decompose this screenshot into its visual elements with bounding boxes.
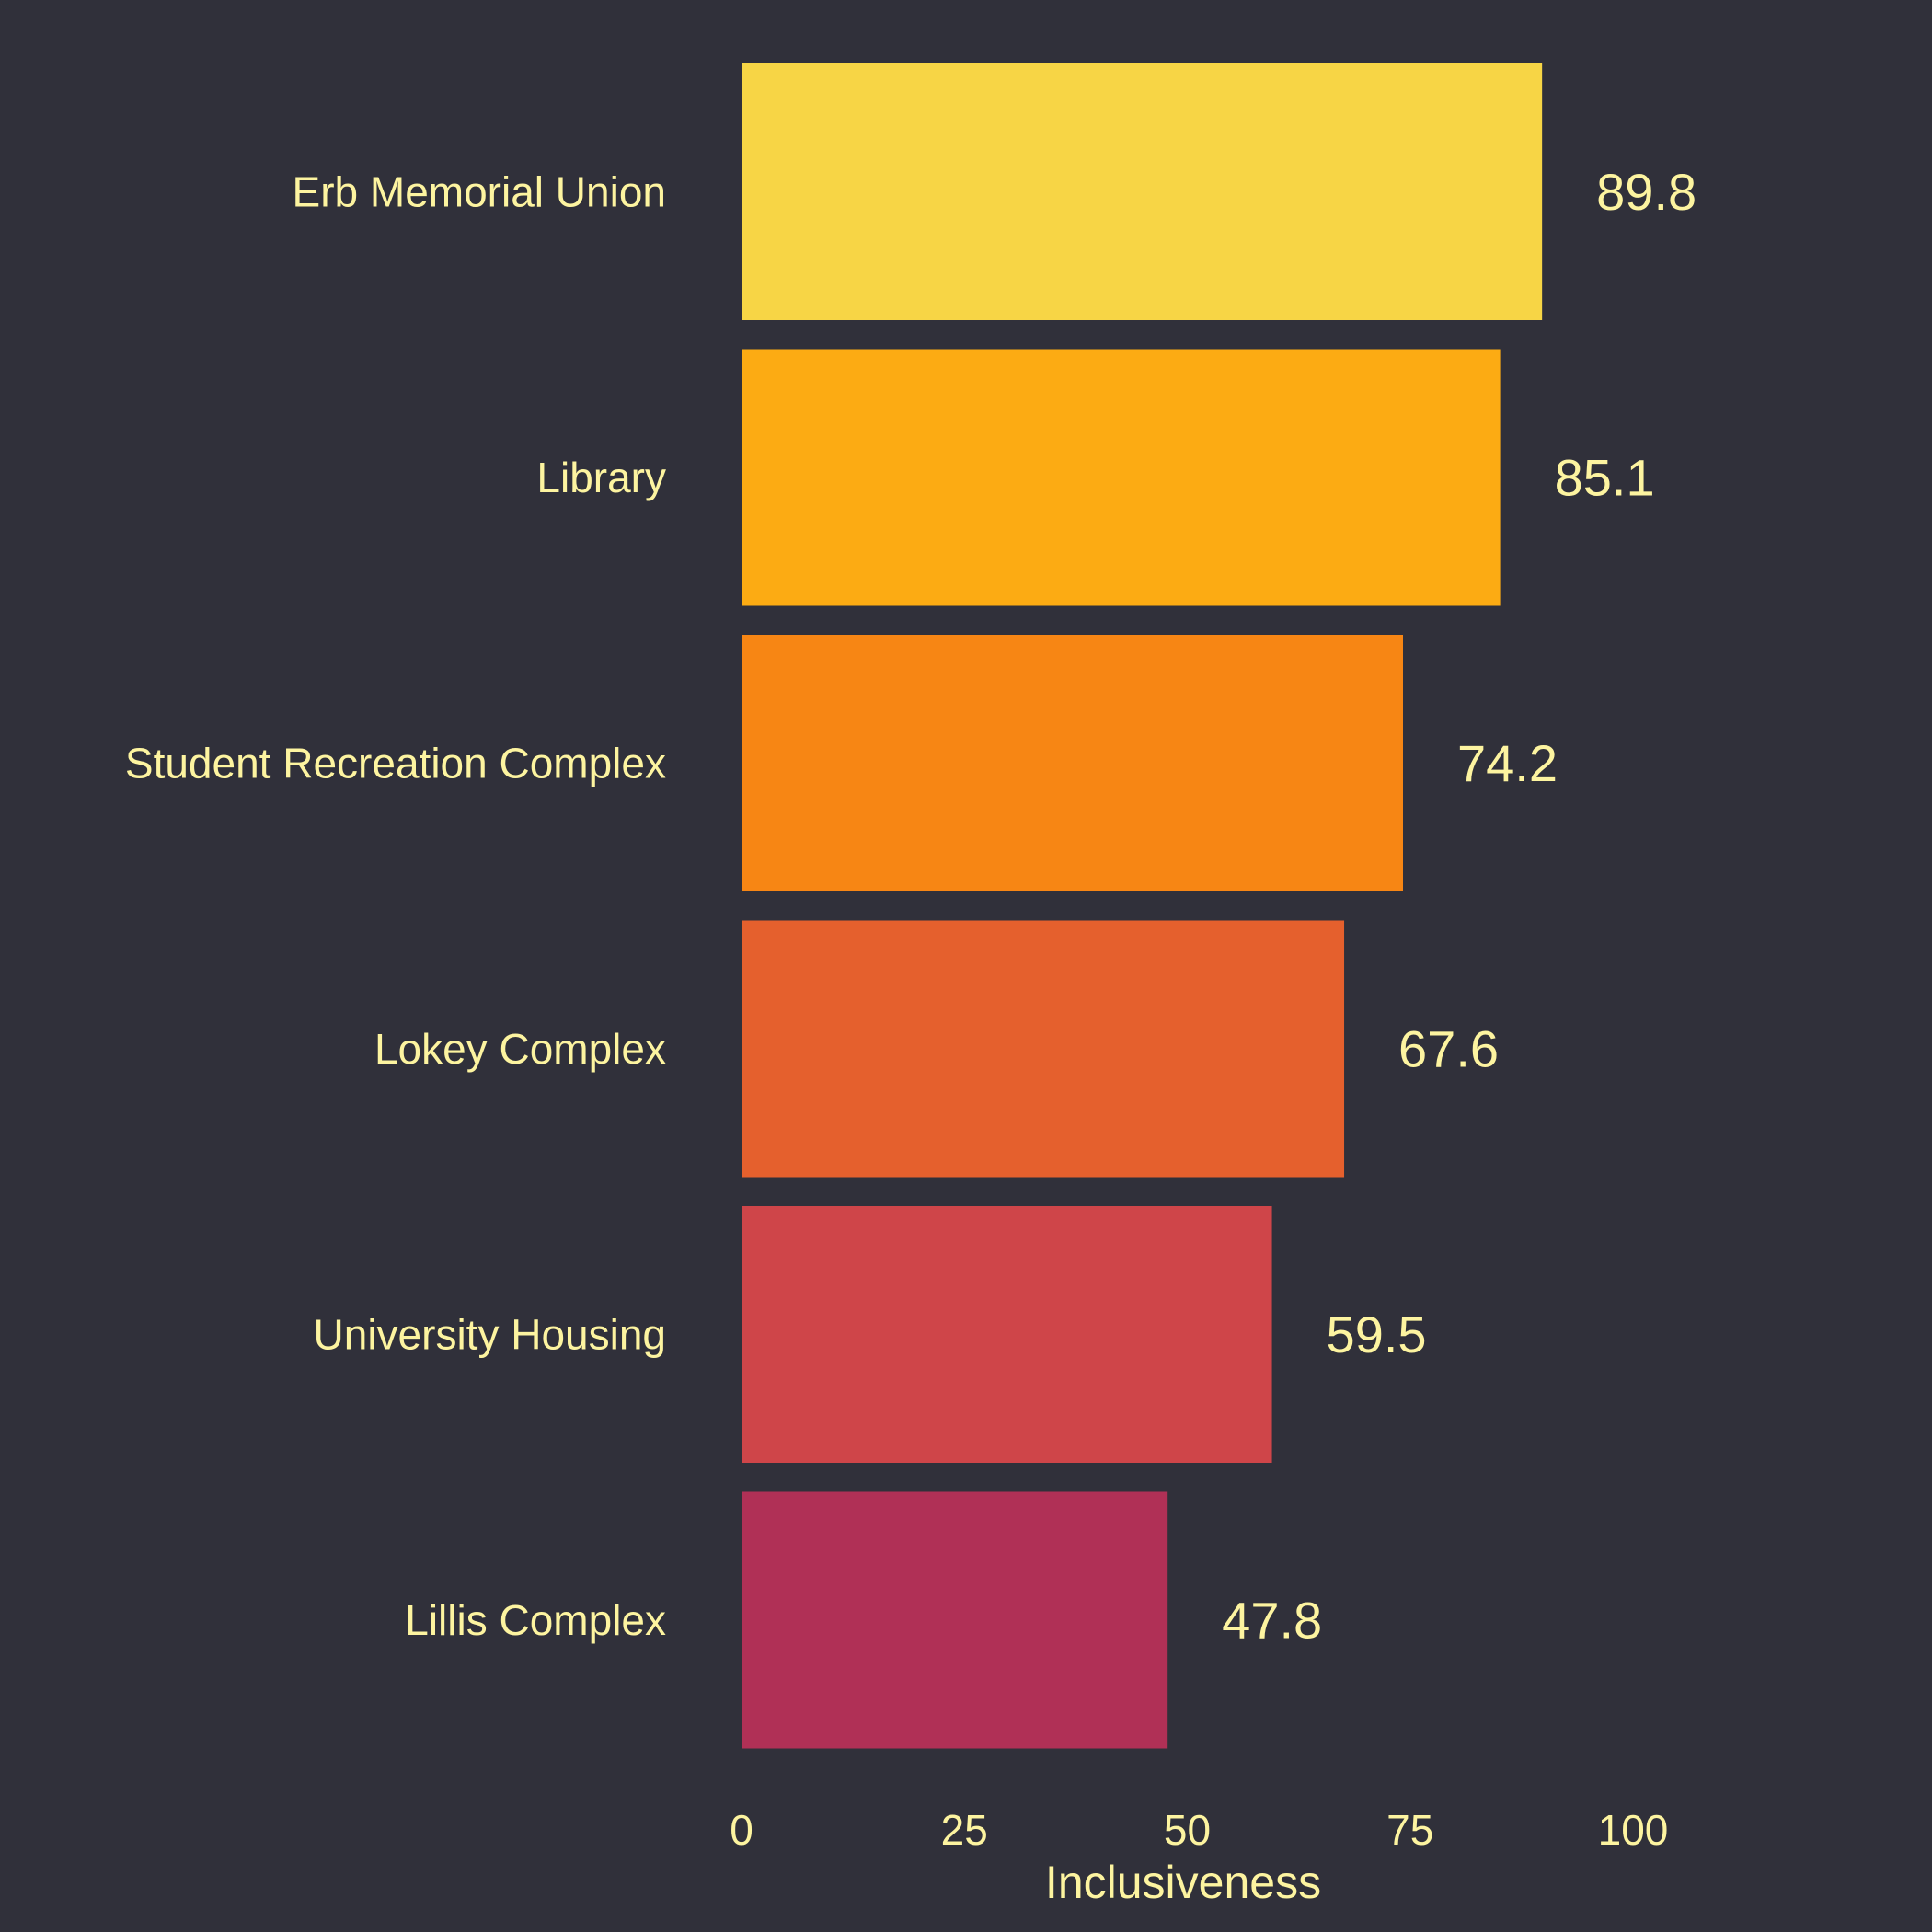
bar-library xyxy=(742,349,1501,606)
bar-lillis-complex xyxy=(742,1491,1168,1749)
category-label-library: Library xyxy=(536,454,666,501)
x-tick-label-25: 25 xyxy=(941,1806,988,1854)
bar-lokey-complex xyxy=(742,920,1345,1178)
x-tick-label-100: 100 xyxy=(1598,1806,1669,1854)
value-label-erb-memorial-union: 89.8 xyxy=(1596,163,1696,221)
x-axis-ticks: 0 25 50 75 100 xyxy=(730,1806,1668,1854)
bar-student-recreation-complex xyxy=(742,635,1403,891)
bar-erb-memorial-union xyxy=(742,63,1543,320)
value-label-lokey-complex: 67.6 xyxy=(1398,1020,1499,1078)
x-tick-label-0: 0 xyxy=(730,1806,753,1854)
value-label-university-housing: 59.5 xyxy=(1327,1305,1427,1363)
category-label-university-housing: University Housing xyxy=(314,1311,666,1359)
bars-layer xyxy=(742,63,1543,1749)
category-label-erb-memorial-union: Erb Memorial Union xyxy=(293,168,666,216)
category-label-student-recreation-complex: Student Recreation Complex xyxy=(125,740,666,788)
value-label-lillis-complex: 47.8 xyxy=(1222,1592,1322,1650)
category-label-lokey-complex: Lokey Complex xyxy=(374,1025,666,1073)
bar-university-housing xyxy=(742,1206,1272,1463)
value-label-student-recreation-complex: 74.2 xyxy=(1457,734,1558,792)
value-label-library: 85.1 xyxy=(1555,449,1655,507)
x-axis-label: Inclusiveness xyxy=(1045,1857,1321,1908)
x-tick-label-50: 50 xyxy=(1164,1806,1211,1854)
value-labels-layer: 89.8 85.1 74.2 67.6 59.5 47.8 xyxy=(1222,163,1696,1650)
category-label-lillis-complex: Lillis Complex xyxy=(405,1596,666,1644)
category-labels-layer: Erb Memorial Union Library Student Recreat… xyxy=(125,168,666,1645)
x-tick-label-75: 75 xyxy=(1386,1806,1433,1854)
